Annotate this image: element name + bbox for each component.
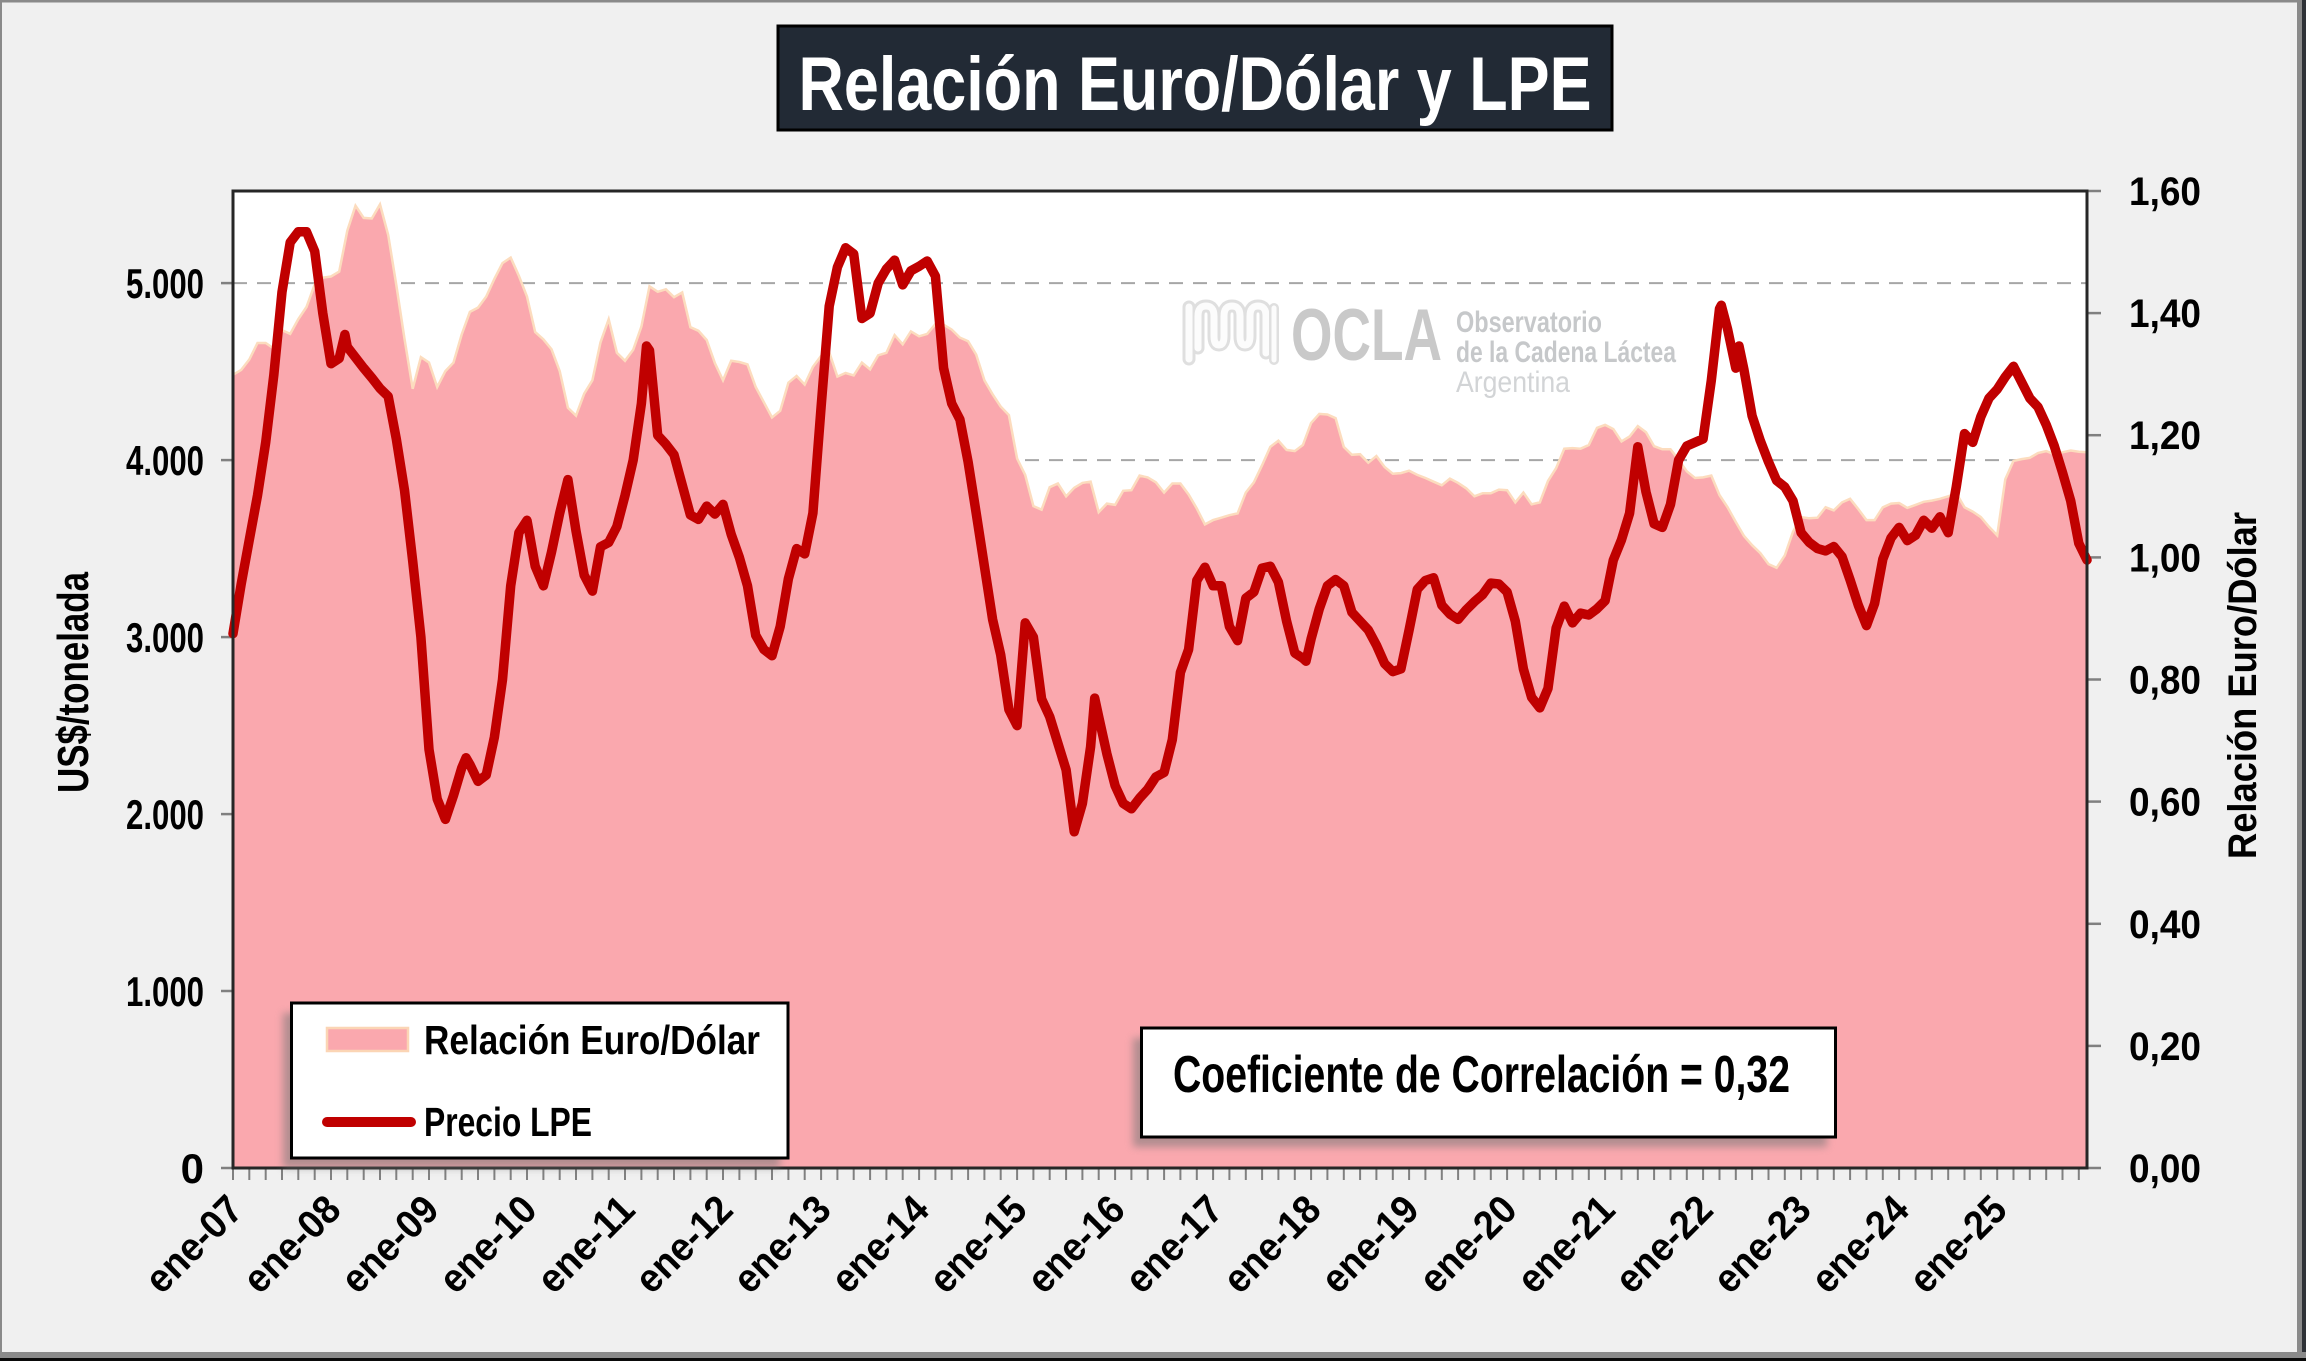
svg-text:0,20: 0,20	[2129, 1025, 2201, 1069]
svg-text:OCLA: OCLA	[1291, 295, 1442, 376]
svg-text:0,60: 0,60	[2129, 781, 2201, 825]
svg-text:Relación Euro/Dólar: Relación Euro/Dólar	[424, 1017, 760, 1063]
svg-text:4.000: 4.000	[126, 437, 204, 484]
svg-text:Observatorio: Observatorio	[1456, 306, 1602, 339]
svg-text:2.000: 2.000	[126, 791, 204, 838]
svg-text:5.000: 5.000	[126, 260, 204, 307]
svg-text:Relación Euro/Dólar y LPE: Relación Euro/Dólar y LPE	[799, 42, 1592, 127]
svg-text:0,80: 0,80	[2129, 659, 2201, 703]
svg-text:Precio LPE: Precio LPE	[424, 1099, 592, 1145]
svg-text:Relación Euro/Dólar: Relación Euro/Dólar	[2221, 512, 2265, 859]
svg-text:Coeficiente de Correlación = 0: Coeficiente de Correlación = 0,32	[1173, 1046, 1790, 1104]
svg-text:US$/tonelada: US$/tonelada	[49, 572, 98, 793]
svg-text:0,40: 0,40	[2129, 903, 2201, 947]
svg-text:1.000: 1.000	[126, 968, 204, 1015]
svg-text:0,00: 0,00	[2129, 1147, 2201, 1191]
svg-text:de la Cadena Láctea: de la Cadena Láctea	[1456, 336, 1676, 369]
svg-text:3.000: 3.000	[126, 614, 204, 661]
svg-text:1,00: 1,00	[2129, 536, 2201, 580]
svg-text:1,60: 1,60	[2129, 170, 2201, 214]
svg-text:1,40: 1,40	[2129, 292, 2201, 336]
svg-text:0: 0	[181, 1145, 204, 1192]
svg-text:Argentina: Argentina	[1456, 366, 1570, 399]
svg-text:1,20: 1,20	[2129, 414, 2201, 458]
